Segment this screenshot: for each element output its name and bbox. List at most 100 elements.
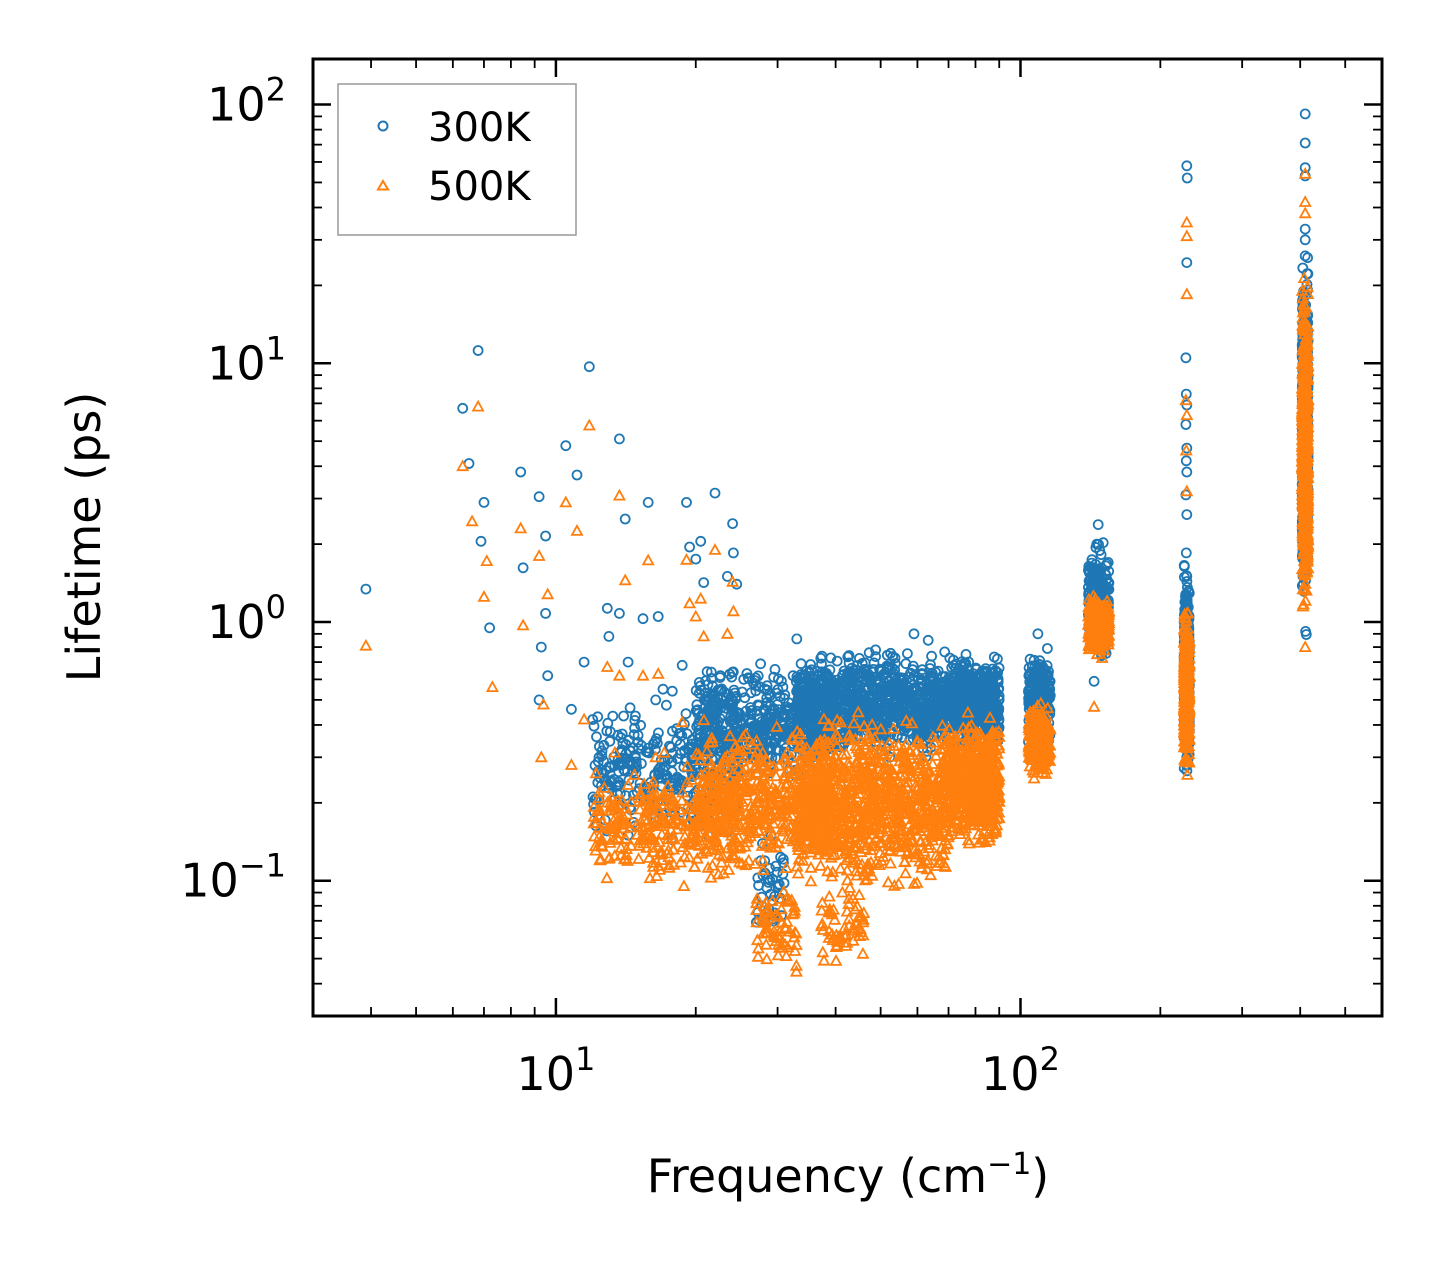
point-300k [753, 880, 764, 891]
point-300k [1180, 455, 1192, 467]
point-300k [750, 672, 761, 684]
point-300k [540, 530, 551, 542]
point-300k [695, 684, 707, 696]
point-300k [1088, 675, 1100, 687]
point-300k [777, 681, 789, 693]
point-300k [844, 690, 856, 701]
point-300k [898, 725, 910, 737]
point-300k [868, 657, 880, 669]
point-300k [594, 741, 605, 752]
point-300k [926, 670, 938, 682]
point-300k [987, 676, 998, 688]
point-300k [684, 541, 695, 553]
point-300k [919, 712, 931, 723]
point-300k [954, 667, 966, 678]
point-300k [695, 731, 706, 743]
point-300k [974, 676, 985, 688]
point-300k [957, 661, 968, 673]
point-300k [681, 728, 693, 740]
point-300k [754, 681, 765, 693]
point-300k [858, 693, 870, 705]
point-300k [478, 496, 490, 508]
point-300k [630, 710, 641, 722]
point-300k [843, 650, 855, 661]
point-300k [992, 667, 1003, 679]
point-300k [953, 686, 965, 698]
point-300k [768, 671, 780, 683]
point-300k [1299, 234, 1311, 246]
point-300k [876, 729, 888, 740]
point-300k [601, 602, 613, 614]
point-300k [665, 742, 677, 753]
point-300k [592, 711, 604, 723]
point-300k [602, 717, 614, 729]
scatter-points-layer [359, 108, 1315, 977]
point-300k [542, 670, 554, 682]
point-300k [822, 698, 833, 710]
point-300k [698, 577, 710, 588]
point-300k [588, 720, 600, 732]
point-300k [560, 440, 572, 452]
point-300k [832, 703, 843, 715]
point-300k [649, 736, 661, 748]
point-300k [690, 705, 702, 717]
point-300k [943, 672, 955, 684]
point-300k [676, 730, 688, 741]
point-300k [739, 692, 751, 704]
point-300k [656, 772, 667, 784]
point-300k [1299, 137, 1311, 149]
point-300k [854, 653, 865, 664]
point-300k [692, 729, 704, 741]
point-300k [992, 653, 1003, 665]
point-300k [907, 664, 919, 676]
point-300k [724, 716, 736, 727]
point-300k [770, 752, 781, 764]
point-300k [808, 677, 820, 689]
point-300k [707, 704, 719, 715]
point-300k [827, 681, 838, 693]
point-300k [831, 693, 843, 705]
point-300k [1299, 223, 1311, 235]
point-300k [962, 692, 973, 704]
point-300k [902, 648, 913, 659]
point-300k [736, 686, 748, 698]
point-300k [619, 513, 631, 525]
point-300k [743, 673, 755, 684]
point-300k [671, 723, 683, 735]
point-300k [591, 731, 602, 743]
point-300k [731, 578, 743, 590]
point-300k [724, 668, 736, 680]
point-300k [889, 652, 901, 664]
point-300k [630, 756, 642, 768]
point-300k [791, 633, 803, 645]
point-300k [630, 752, 641, 764]
point-300k [842, 651, 854, 663]
point-300k [709, 487, 721, 499]
point-300k [722, 697, 734, 708]
point-300k [712, 684, 724, 696]
point-300k [598, 755, 609, 767]
point-300k [650, 694, 662, 706]
point-300k [475, 535, 487, 547]
point-300k [711, 725, 723, 737]
point-300k [690, 553, 702, 565]
point-300k [900, 658, 912, 670]
point-300k [700, 691, 712, 703]
point-300k [601, 725, 613, 737]
point-300k [755, 658, 766, 670]
point-300k [360, 583, 372, 595]
point-300k [881, 683, 893, 695]
point-300k [803, 666, 815, 677]
point-300k [973, 703, 985, 715]
point-300k [866, 716, 877, 728]
point-300k [566, 703, 577, 715]
point-300k [967, 684, 979, 696]
point-300k [880, 709, 892, 721]
point-300k [773, 878, 785, 890]
point-300k [614, 757, 625, 768]
point-300k [971, 696, 983, 707]
point-300k [771, 687, 783, 699]
point-300k [930, 704, 942, 716]
